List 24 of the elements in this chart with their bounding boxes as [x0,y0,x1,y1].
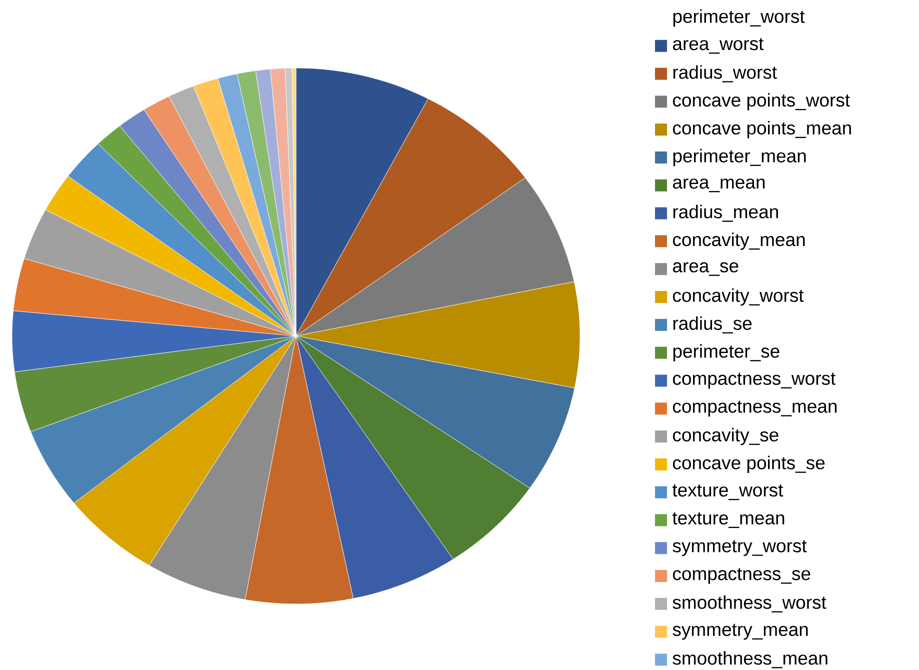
legend-label: radius_mean [673,204,778,222]
legend-label: area_mean [672,178,765,192]
legend-label: radius_se [673,316,752,334]
legend-label: compactness_mean [672,400,837,416]
legend-label: smoothness_worst [672,595,826,612]
legend-label: perimeter_se [673,344,780,362]
legend-label: concave points_se [672,456,825,474]
legend-label: symmetry_mean [672,624,808,640]
legend-label: radius_worst [673,65,777,82]
legend-label: texture_mean [672,512,784,528]
legend-label: texture_worst [672,484,784,500]
legend-label: compactness_worst [672,372,836,389]
legend-label: smoothness_mean [672,651,828,668]
legend-label: symmetry_worst [672,540,807,556]
legend-title: perimeter_worst [673,9,805,27]
legend-label: concavity_se [672,428,778,446]
legend-label: concavity_mean [672,232,805,250]
legend-label: concave points_worst [672,93,850,110]
legend-label: compactness_se [672,568,810,584]
legend-label: area_se [672,262,738,276]
legend-label: perimeter_mean [673,148,806,166]
legend-label: concavity_worst [672,288,804,306]
legend-label: concave points_mean [672,120,851,138]
legend-label: area_worst [672,38,764,54]
